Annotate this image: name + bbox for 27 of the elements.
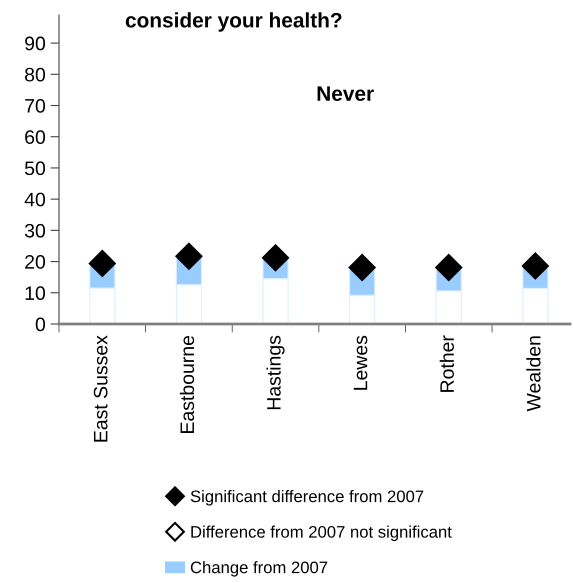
y-tick-label: 10	[26, 286, 46, 300]
y-tick-label: 80	[25, 68, 46, 82]
y-tick-label: 20	[25, 255, 46, 269]
legend-label: Significant difference from 2007	[190, 490, 424, 506]
y-tick-label: 70	[25, 98, 46, 113]
point	[175, 242, 203, 270]
x-tick-label: Rother	[440, 335, 454, 392]
chart-title: consider your health?	[126, 12, 342, 32]
y-tick-label: 50	[24, 161, 46, 176]
legend-label: Change from 2007	[190, 561, 328, 577]
point	[435, 254, 462, 282]
point	[88, 250, 116, 278]
x-tick-label: Wealden	[526, 336, 541, 412]
x-tick-label: Hastings	[266, 336, 285, 410]
x-tick-label: Eastbourne	[180, 336, 194, 433]
x-tick-label: East Sussex	[94, 335, 108, 442]
annotation: Never	[318, 86, 374, 101]
y-tick-label: 0	[36, 317, 46, 332]
legend-label: Difference from 2007 not significant	[191, 526, 452, 542]
y-tick-label: 60	[25, 130, 46, 144]
x-tick-label: Lewes	[354, 336, 368, 390]
y-tick-label: 40	[24, 192, 46, 206]
point	[348, 254, 376, 282]
y-tick-label: 90	[25, 36, 46, 50]
y-tick-label: 30	[24, 224, 46, 238]
point	[262, 244, 290, 272]
point	[522, 252, 549, 280]
